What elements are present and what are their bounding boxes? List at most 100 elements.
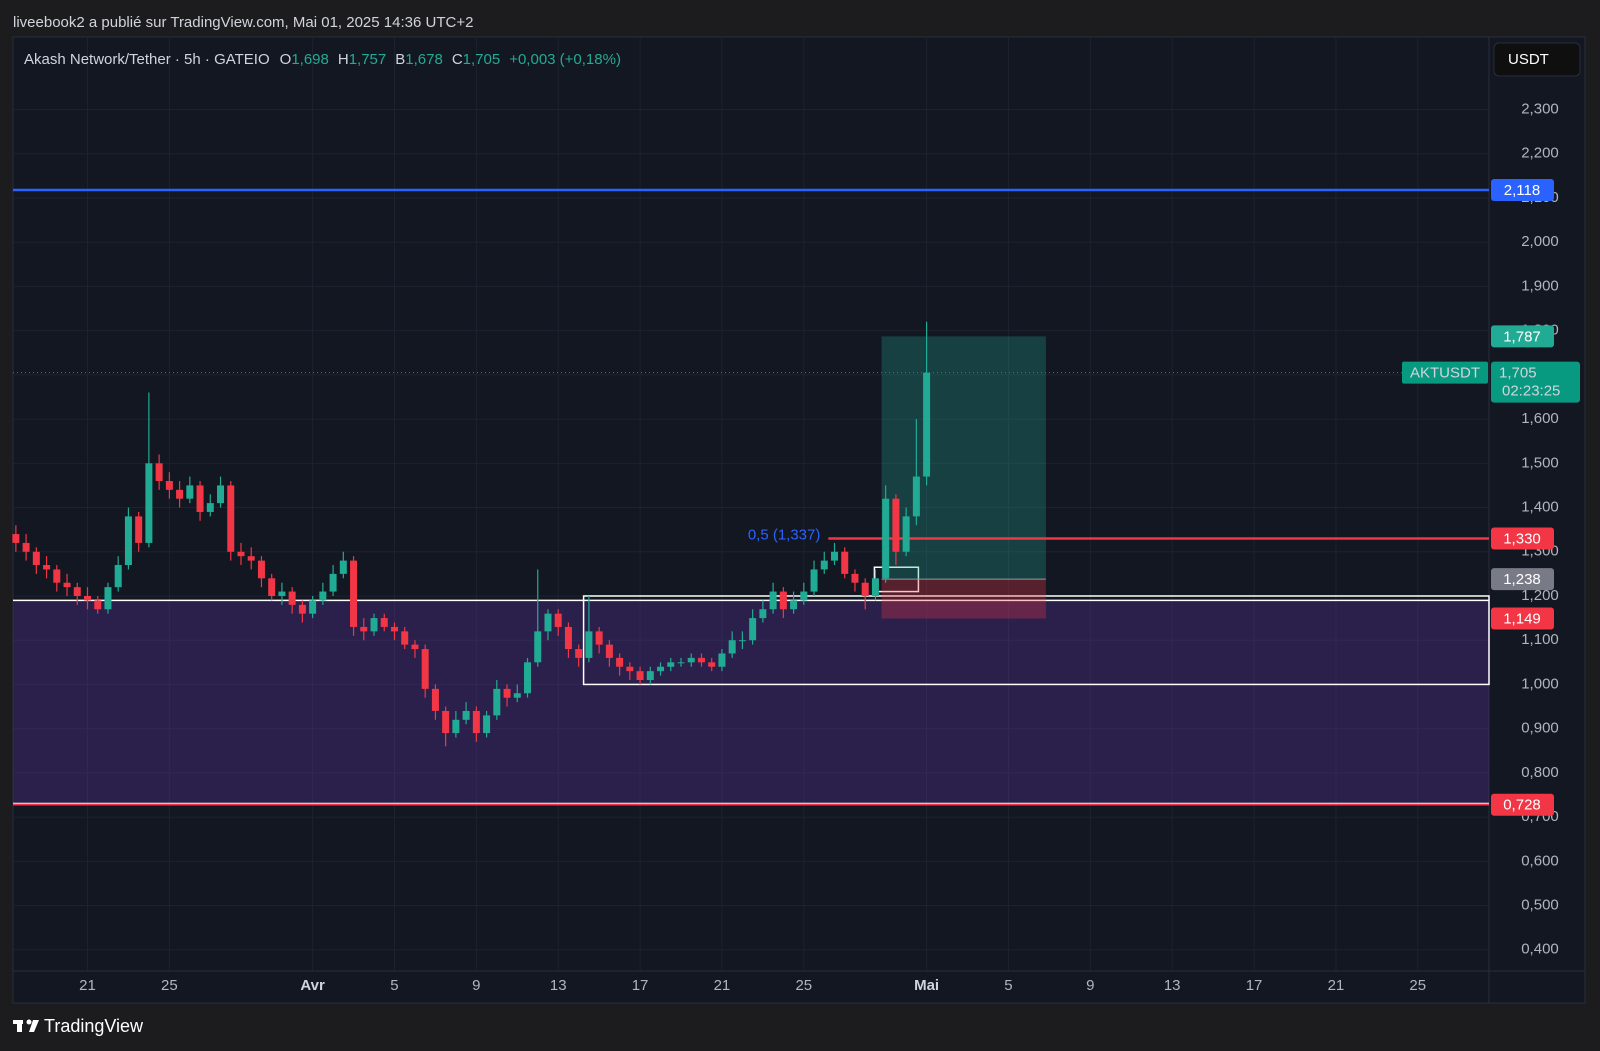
entry-tag [1491, 568, 1554, 591]
candle-body [769, 591, 777, 610]
y-tick-label: 0,800 [1521, 764, 1559, 781]
legend-value: 1,698 [291, 51, 329, 68]
candle-body [636, 671, 644, 681]
candle-body [390, 626, 398, 632]
y-tick-label: 2,300 [1521, 100, 1559, 117]
candle-body [196, 485, 204, 512]
y-tick-label: 1,900 [1521, 277, 1559, 294]
candle-body [564, 626, 572, 650]
logo-part [26, 1019, 32, 1025]
candle-body [687, 657, 695, 663]
x-tick-label: 25 [161, 977, 178, 994]
legend-key: B [395, 51, 405, 68]
legend-key: O [280, 51, 292, 68]
candle-body [186, 485, 194, 499]
candle-body [472, 710, 480, 734]
candle-body [841, 551, 849, 574]
y-tick-label: 0,900 [1521, 720, 1559, 737]
candle-body [738, 640, 746, 642]
x-tick-label: Mai [914, 977, 939, 994]
publish-header: liveebook2 a publié sur TradingView.com,… [13, 14, 473, 31]
currency-button[interactable] [1493, 42, 1581, 77]
x-tick-label: 17 [1246, 977, 1263, 994]
candle-body [411, 644, 419, 650]
candle-body [820, 560, 828, 570]
y-tick-label: 1,600 [1521, 410, 1559, 427]
candle-body [524, 662, 532, 694]
legend-change: +0,003 (+0,18%) [509, 51, 621, 68]
candle-body [657, 666, 665, 672]
symbol-tag [1402, 361, 1488, 384]
candle-body [104, 587, 112, 610]
legend-value: 1,757 [349, 51, 387, 68]
candle-body [63, 582, 71, 588]
candle-body [861, 582, 869, 596]
price-tag [1491, 527, 1554, 550]
candle-body [288, 591, 296, 605]
candle-body [585, 631, 593, 658]
candle-body [728, 640, 736, 654]
position-stop [881, 579, 1046, 619]
candle-body [12, 534, 20, 543]
candle-body [442, 710, 450, 734]
footer-brand: TradingView [44, 1016, 144, 1036]
currency-label: USDT [1508, 51, 1549, 68]
target-tag [1491, 325, 1554, 348]
candle-body [779, 591, 787, 610]
candle-body [278, 591, 286, 596]
candle-body [544, 613, 552, 632]
countdown-label: 02:23:25 [1502, 383, 1560, 400]
candle-body [401, 631, 409, 645]
candle-body [145, 463, 153, 543]
x-tick-label: 13 [550, 977, 567, 994]
zone-tag [1491, 793, 1554, 816]
y-tick-label: 1,500 [1521, 454, 1559, 471]
candle-body [309, 600, 317, 614]
x-tick-label: 9 [472, 977, 480, 994]
x-tick-label: 13 [1164, 977, 1181, 994]
logo-part [17, 1020, 22, 1032]
x-tick-label: Avr [300, 977, 325, 994]
candle-body [462, 710, 470, 720]
candle-body [53, 569, 61, 583]
candle-body [176, 489, 184, 499]
candle-body [513, 693, 521, 698]
candle-body [493, 688, 501, 716]
candle-body [350, 560, 358, 627]
last-price-label: 1,705 [1499, 365, 1537, 382]
candle-body [217, 485, 225, 504]
candle-body [319, 591, 327, 601]
candle-body [667, 662, 675, 667]
candle-body [114, 565, 122, 588]
last-price-tag [1491, 361, 1580, 403]
candle-body [380, 618, 388, 627]
candle-body [83, 595, 91, 601]
candle-body [165, 481, 173, 490]
zone-tag-label: 0,728 [1503, 797, 1541, 814]
candle-body [626, 666, 634, 672]
legend-value: 1,705 [463, 51, 501, 68]
candle-body [708, 662, 716, 667]
y-tick-label: 1,400 [1521, 499, 1559, 516]
candle-body [923, 372, 931, 477]
candle-body [697, 657, 705, 663]
candle-body [790, 600, 798, 610]
y-tick-label: 0,600 [1521, 852, 1559, 869]
x-tick-label: 9 [1086, 977, 1094, 994]
x-tick-label: 25 [795, 977, 812, 994]
candle-body [831, 551, 839, 561]
candle-body [257, 560, 265, 579]
y-tick-label: 0,400 [1521, 941, 1559, 958]
candle-body [912, 476, 920, 517]
candle-body [329, 573, 337, 592]
chart-title: Akash Network/Tether · 5h · GATEIO [24, 51, 270, 68]
fib-label: 0,5 (1,337) [748, 526, 821, 543]
x-tick-label: 21 [79, 977, 96, 994]
candle-body [575, 649, 583, 658]
candle-body [421, 649, 429, 689]
candle-body [871, 578, 879, 596]
candle-body [677, 662, 685, 664]
x-tick-label: 5 [390, 977, 398, 994]
candle-body [247, 556, 255, 561]
